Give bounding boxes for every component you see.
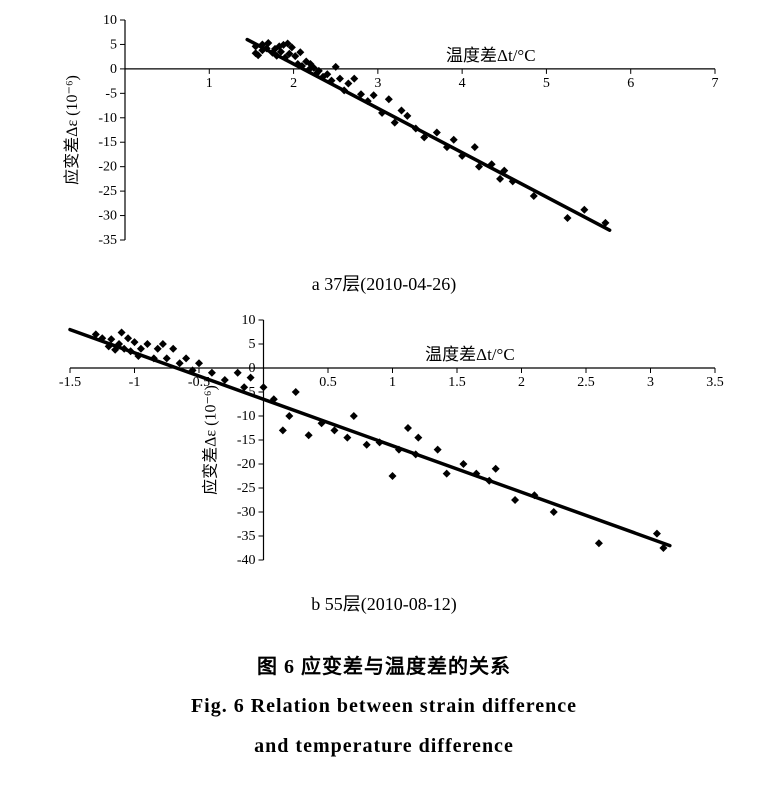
svg-text:1.5: 1.5: [448, 375, 466, 390]
svg-text:3: 3: [647, 375, 654, 390]
svg-text:3: 3: [374, 76, 381, 91]
svg-text:5: 5: [110, 37, 117, 52]
svg-text:10: 10: [103, 13, 117, 28]
svg-text:-10: -10: [98, 111, 117, 126]
svg-text:-15: -15: [237, 433, 256, 448]
svg-text:-30: -30: [237, 505, 256, 520]
svg-text:2.5: 2.5: [577, 375, 595, 390]
svg-text:0: 0: [110, 62, 117, 77]
svg-text:温度差Δt/°C: 温度差Δt/°C: [425, 345, 515, 364]
svg-text:应变差Δε (10⁻⁶): 应变差Δε (10⁻⁶): [201, 385, 220, 495]
svg-text:2: 2: [518, 375, 525, 390]
chart-panel-b: -1.5-1-0.50.511.522.533.5-40-35-30-25-20…: [30, 310, 730, 580]
svg-text:4: 4: [459, 76, 466, 91]
svg-text:7: 7: [712, 76, 719, 91]
svg-text:10: 10: [242, 313, 256, 328]
svg-text:5: 5: [543, 76, 550, 91]
svg-text:5: 5: [249, 337, 256, 352]
svg-text:2: 2: [290, 76, 297, 91]
figure-caption-en-line1: Fig. 6 Relation between strain differenc…: [0, 695, 768, 718]
figure-page: 1234567-35-30-25-20-15-10-50510温度差Δt/°C应…: [0, 0, 768, 792]
svg-text:-35: -35: [98, 233, 117, 248]
svg-text:应变差Δε (10⁻⁶): 应变差Δε (10⁻⁶): [62, 75, 81, 185]
chart-b-svg: -1.5-1-0.50.511.522.533.5-40-35-30-25-20…: [30, 310, 730, 580]
svg-text:0: 0: [249, 361, 256, 376]
chart-a-svg: 1 2 3 4 5 6 7 -35 -30 -25 -20 -15 -10 -5 0 5 10 温度差Δt/°C 应…: [30, 10, 730, 260]
svg-text:-25: -25: [98, 184, 117, 199]
svg-text:温度差Δt/°C: 温度差Δt/°C: [446, 46, 536, 65]
svg-text:-35: -35: [237, 529, 256, 544]
svg-text:-1: -1: [129, 375, 141, 390]
svg-text:3.5: 3.5: [706, 375, 724, 390]
svg-text:-40: -40: [237, 553, 256, 568]
chart-panel-a: 1 2 3 4 5 6 7 -35 -30 -25 -20 -15 -10 -5 0 5 10 温度差Δt/°C 应…: [30, 10, 730, 260]
svg-text:-30: -30: [98, 209, 117, 224]
svg-text:-25: -25: [237, 481, 256, 496]
svg-text:0.5: 0.5: [319, 375, 337, 390]
svg-text:1: 1: [389, 375, 396, 390]
svg-text:6: 6: [627, 76, 634, 91]
svg-text:-5: -5: [105, 86, 117, 101]
figure-caption-zh: 图 6 应变差与温度差的关系: [0, 650, 768, 679]
figure-caption-en-line2: and temperature difference: [0, 735, 768, 758]
svg-text:-20: -20: [237, 457, 256, 472]
svg-text:1: 1: [206, 76, 213, 91]
svg-text:-1.5: -1.5: [59, 375, 81, 390]
svg-text:-20: -20: [98, 160, 117, 175]
svg-text:-10: -10: [237, 409, 256, 424]
panel-a-subcaption: a 37层(2010-04-26): [0, 270, 768, 296]
panel-b-subcaption: b 55层(2010-08-12): [0, 590, 768, 616]
svg-text:-15: -15: [98, 135, 117, 150]
